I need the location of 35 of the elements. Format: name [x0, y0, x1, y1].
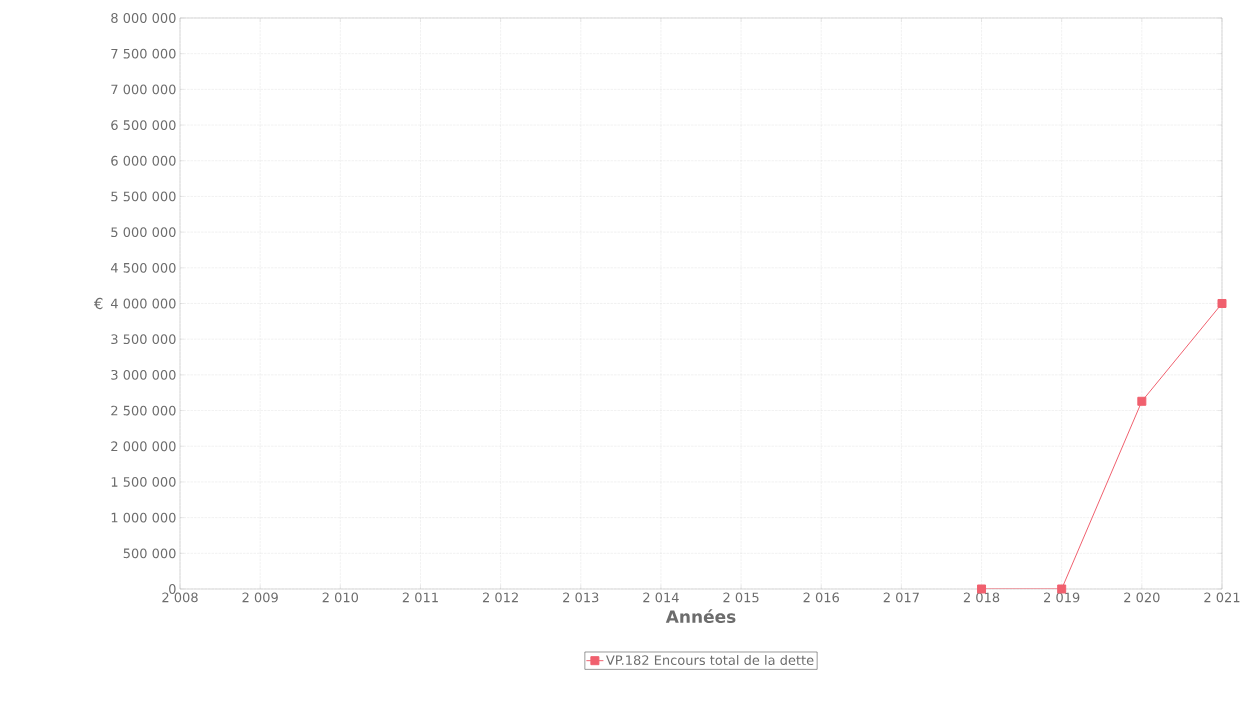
y-axis-title: € — [93, 297, 103, 310]
y-tick-label: 1 000 000 — [111, 512, 176, 523]
x-tick-label: 2 019 — [1044, 592, 1080, 603]
x-axis-title: Années — [665, 609, 736, 624]
y-tick-label: 2 500 000 — [111, 405, 176, 416]
x-tick-label: 2 014 — [643, 592, 679, 603]
x-tick-label: 2 018 — [963, 592, 1000, 603]
legend-label: VP.182 Encours total de la dette — [606, 654, 814, 666]
y-tick-label: 3 000 000 — [111, 369, 176, 380]
x-tick-label: 2 021 — [1204, 592, 1240, 603]
y-tick-label: 5 500 000 — [111, 191, 176, 202]
y-tick-label: 6 000 000 — [111, 155, 176, 166]
y-tick-label: 7 500 000 — [111, 48, 176, 59]
y-tick-label: 5 000 000 — [111, 227, 176, 238]
point — [1217, 298, 1227, 308]
y-tick-label: 1 500 000 — [111, 477, 176, 487]
y-tick-label: 4 500 000 — [110, 262, 176, 273]
x-tick-label: 2 016 — [803, 592, 839, 603]
y-tick-label: 3 500 000 — [111, 334, 176, 345]
y-tick-label: 2 000 000 — [111, 441, 176, 452]
y-tick-label: 8 000 000 — [111, 13, 176, 23]
x-tick-label: 2 013 — [563, 592, 599, 603]
x-tick-label: 2 009 — [242, 592, 278, 603]
x-tick-label: 2 011 — [402, 592, 438, 603]
y-tick-label: 6 500 000 — [111, 120, 176, 130]
point — [1137, 396, 1147, 406]
x-tick-label: 2 017 — [883, 592, 919, 603]
x-tick-label: 2 010 — [322, 592, 359, 603]
y-tick-label: 0 — [169, 584, 176, 594]
y-tick-label: 4 000 000 — [110, 298, 176, 309]
y-tick-label: 7 000 000 — [111, 84, 176, 95]
x-tick-label: 2 012 — [482, 592, 518, 603]
x-tick-label: 2 020 — [1124, 592, 1160, 603]
x-tick-label: 2 015 — [723, 592, 759, 603]
y-tick-label: 500 000 — [123, 548, 176, 559]
